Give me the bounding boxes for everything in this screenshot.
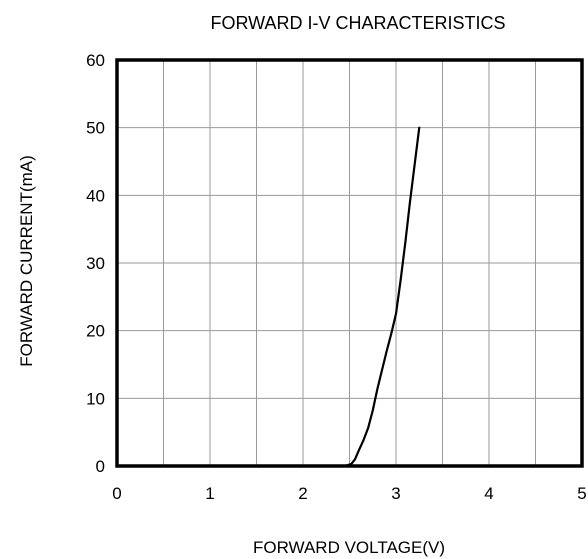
y-tick-label: 40 [86, 186, 105, 205]
y-axis-ticks: 0 10 20 30 40 50 60 [86, 51, 105, 476]
chart-title: FORWARD I-V CHARACTERISTICS [210, 13, 505, 33]
y-tick-label: 50 [86, 119, 105, 138]
x-tick-label: 1 [205, 484, 214, 503]
x-tick-label: 5 [577, 484, 586, 503]
plot-frame [115, 58, 584, 468]
y-axis-label: FORWARD CURRENT(mA) [17, 155, 36, 367]
x-tick-label: 4 [484, 484, 493, 503]
y-tick-label: 20 [86, 322, 105, 341]
x-axis-label: FORWARD VOLTAGE(V) [253, 538, 445, 557]
x-tick-label: 2 [298, 484, 307, 503]
iv-curve-line [343, 126, 421, 468]
y-tick-label: 10 [86, 389, 105, 408]
x-axis-ticks: 0 1 2 3 4 5 [112, 484, 586, 503]
x-tick-label: 3 [391, 484, 400, 503]
x-tick-label: 0 [112, 484, 121, 503]
y-tick-label: 60 [86, 51, 105, 70]
y-tick-label: 30 [86, 254, 105, 273]
grid-lines [117, 60, 582, 466]
y-tick-label: 0 [96, 457, 105, 476]
